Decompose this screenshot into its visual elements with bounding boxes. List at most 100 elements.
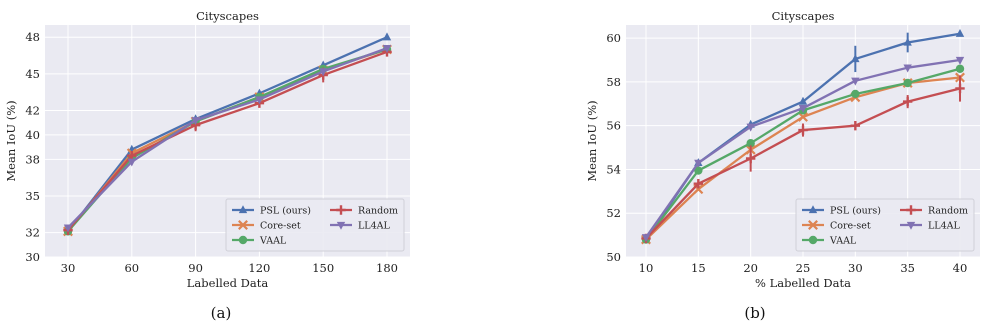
data-point xyxy=(694,159,703,168)
y-axis-label: Mean IoU (%) xyxy=(4,100,18,181)
data-point xyxy=(850,120,861,131)
series-line xyxy=(67,50,388,231)
legend-label: VAAL xyxy=(829,236,857,247)
legend-item: Random xyxy=(330,205,398,217)
data-point xyxy=(694,166,703,175)
y-tick-label: 32 xyxy=(25,226,40,240)
data-point xyxy=(641,234,651,243)
x-axis-label: % Labelled Data xyxy=(755,276,851,290)
legend-marker xyxy=(336,221,346,230)
data-point xyxy=(191,117,200,126)
data-point xyxy=(798,111,808,122)
x-tick-label: 90 xyxy=(188,261,203,275)
legend-marker xyxy=(808,220,818,230)
data-point xyxy=(903,64,912,73)
y-tick-label: 35 xyxy=(25,189,40,203)
data-point xyxy=(851,54,860,63)
data-point xyxy=(903,37,912,46)
y-tick-label: 52 xyxy=(606,206,621,220)
data-point xyxy=(902,96,913,107)
x-axis-label: Labelled Data xyxy=(187,276,269,290)
chart-title: Cityscapes xyxy=(772,9,835,23)
chart-title: Cityscapes xyxy=(196,9,259,23)
legend-marker xyxy=(906,221,916,230)
x-tick-label: 30 xyxy=(61,261,76,275)
y-tick-label: 42 xyxy=(25,103,40,117)
legend-item: VAAL xyxy=(232,236,287,247)
legend-item: Core-set xyxy=(802,220,871,232)
data-point xyxy=(127,158,136,167)
data-point xyxy=(382,32,392,41)
data-point xyxy=(798,105,808,113)
data-point xyxy=(903,78,912,88)
y-tick-label: 58 xyxy=(606,75,621,89)
data-point xyxy=(382,45,392,53)
series-line xyxy=(67,47,388,229)
data-point xyxy=(319,68,328,77)
legend-label: Random xyxy=(358,206,398,217)
data-point xyxy=(693,178,704,189)
x-tick-label: 60 xyxy=(124,261,139,275)
y-tick-label: 40 xyxy=(25,128,40,142)
legend-label: Core-set xyxy=(830,221,871,232)
x-tick-label: 120 xyxy=(248,261,270,275)
legend-item: Core-set xyxy=(232,220,301,232)
x-tick-label: 35 xyxy=(900,261,915,275)
y-tick-label: 30 xyxy=(25,250,40,264)
y-tick-label: 54 xyxy=(606,162,621,176)
legend-item: Random xyxy=(900,205,968,217)
legend-item: PSL (ours) xyxy=(232,205,311,217)
x-tick-label: 30 xyxy=(848,261,863,275)
y-tick-label: 60 xyxy=(606,31,621,45)
data-point xyxy=(63,224,73,233)
x-tick-label: 25 xyxy=(796,261,811,275)
y-tick-label: 50 xyxy=(606,250,621,264)
data-point xyxy=(798,125,808,135)
legend-label: PSL (ours) xyxy=(260,206,311,217)
series-3 xyxy=(641,75,965,244)
legend-label: VAAL xyxy=(259,236,287,247)
legend-box xyxy=(795,198,975,252)
legend-marker xyxy=(238,220,248,230)
legend-marker xyxy=(906,205,916,215)
legend-marker xyxy=(808,205,818,214)
data-point xyxy=(746,138,755,148)
x-tick-label: 10 xyxy=(639,261,654,275)
data-point xyxy=(955,64,965,73)
y-tick-label: 45 xyxy=(25,67,40,81)
caption-a: (a) xyxy=(210,304,232,322)
legend-label: PSL (ours) xyxy=(830,206,881,217)
legend-label: Core-set xyxy=(260,221,301,232)
x-tick-label: 150 xyxy=(312,261,334,275)
data-point xyxy=(798,96,808,105)
x-tick-label: 20 xyxy=(743,261,758,275)
data-point xyxy=(745,153,756,164)
y-tick-label: 38 xyxy=(25,152,40,166)
legend-label: LL4AL xyxy=(928,221,961,232)
data-point xyxy=(255,96,264,105)
legend-box xyxy=(225,198,405,252)
y-tick-label: 56 xyxy=(606,119,621,133)
data-point xyxy=(851,77,860,86)
data-point xyxy=(955,28,965,37)
legend-item: LL4AL xyxy=(330,221,391,232)
data-point xyxy=(955,56,965,65)
legend-marker xyxy=(808,235,818,245)
y-tick-label: 48 xyxy=(25,30,40,44)
legend-marker xyxy=(336,205,346,215)
x-tick-label: 40 xyxy=(953,261,968,275)
legend-marker xyxy=(238,205,248,214)
legend-item: PSL (ours) xyxy=(802,205,881,217)
series-4 xyxy=(63,45,392,233)
series-4 xyxy=(641,56,965,243)
y-axis-label: Mean IoU (%) xyxy=(585,100,599,181)
legend-label: LL4AL xyxy=(358,221,391,232)
data-point xyxy=(955,83,965,94)
legend-item: VAAL xyxy=(802,236,857,247)
data-point xyxy=(851,89,860,99)
series-line xyxy=(67,36,388,233)
legend-label: Random xyxy=(928,206,968,217)
